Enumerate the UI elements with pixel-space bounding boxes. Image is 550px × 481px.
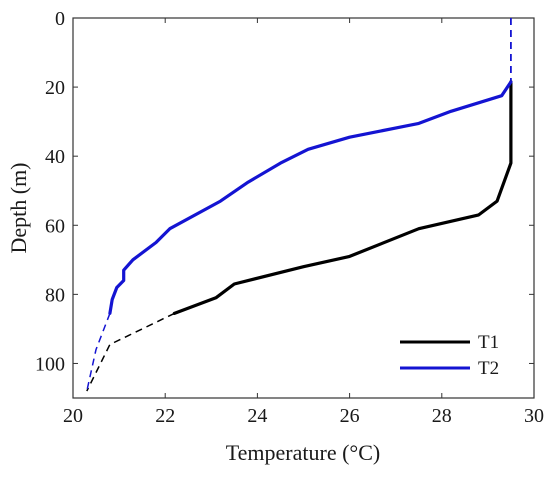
y-tick-label: 100 xyxy=(35,353,65,375)
series-t2-extrapolated-line xyxy=(86,313,111,392)
series-t1-line xyxy=(172,80,513,315)
tick-layer: 20 22 24 26 28 30 0 20 40 60 80 100 xyxy=(35,8,544,427)
y-tick-label: 0 xyxy=(55,8,65,30)
series-layer xyxy=(86,18,513,392)
legend-label-t1: T1 xyxy=(478,332,499,353)
legend-label-t2: T2 xyxy=(478,358,499,379)
y-tick-label: 60 xyxy=(45,215,65,237)
y-tick-label: 40 xyxy=(45,146,65,168)
legend-box xyxy=(393,324,519,386)
x-tick-label: 30 xyxy=(524,405,544,427)
y-axis-title: Depth (m) xyxy=(6,162,31,253)
plot-area xyxy=(72,17,535,399)
x-tick-label: 26 xyxy=(340,405,360,427)
x-tick-label: 28 xyxy=(432,405,452,427)
y-tick-label: 20 xyxy=(45,77,65,99)
x-tick-label: 22 xyxy=(155,405,175,427)
y-tick-label: 80 xyxy=(45,284,65,306)
x-axis-title: Temperature (°C) xyxy=(226,440,380,465)
x-tick-label: 24 xyxy=(247,405,267,427)
x-tick-label: 20 xyxy=(63,405,83,427)
series-t2-line xyxy=(108,80,513,315)
series-t1-extrapolated-line xyxy=(86,312,175,392)
